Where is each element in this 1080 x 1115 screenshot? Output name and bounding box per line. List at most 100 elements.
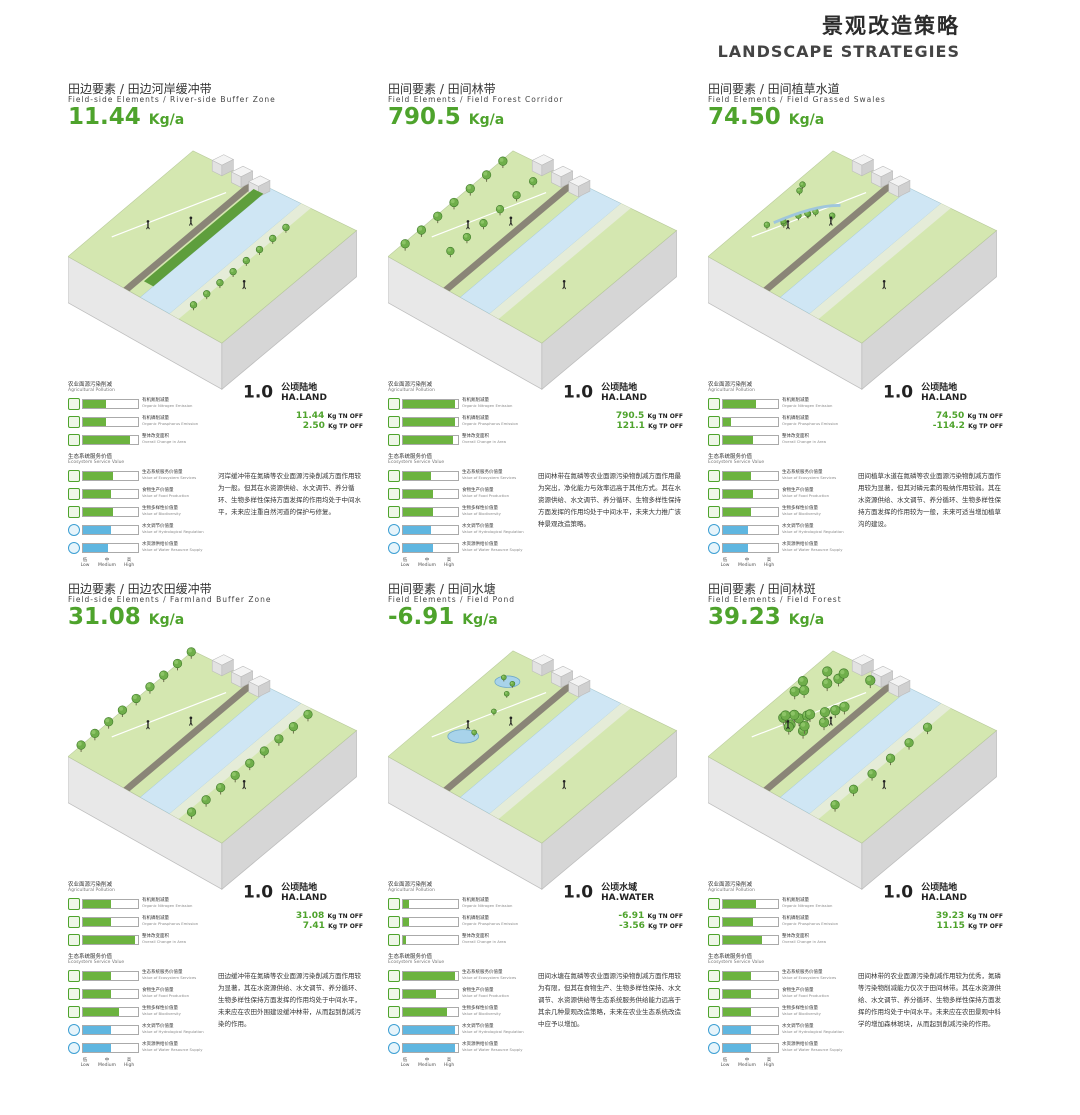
strategy-description: 田间水塘在氮磷等农业面源污染物削减方面作用较为有限，但其在食物生产、生物多样性保… xyxy=(538,972,681,1028)
panel-title: 田边要素 / 田边河岸缓冲带 xyxy=(68,82,212,96)
level-bar xyxy=(722,1007,779,1017)
reduction-unit: Kg/a xyxy=(788,112,825,128)
section-en: Agricultural Pollution xyxy=(388,388,435,393)
reduction-unit: Kg/a xyxy=(148,112,185,128)
eco-section-label: 生态系统服务价值 Ecosystem Service Value xyxy=(68,954,208,966)
tree-icon xyxy=(796,187,803,196)
reduction-value: 74.50 Kg/a xyxy=(708,104,824,130)
strategy-panel: 田边要素 / 田边农田缓冲带 Field-side Elements / Farm… xyxy=(68,580,398,1085)
tree-icon xyxy=(491,708,497,716)
tn-number: -6.91 xyxy=(618,911,645,921)
tn-value: 790.5 Kg TN OFF xyxy=(563,411,683,421)
level-bar xyxy=(402,971,459,981)
section-en: Agricultural Pollution xyxy=(388,888,435,893)
indicator-icon xyxy=(388,416,400,428)
scale-en: Medium xyxy=(418,563,436,568)
level-bar xyxy=(82,935,139,945)
level-bar-fill xyxy=(723,1044,751,1052)
reduction-value: 790.5 Kg/a xyxy=(388,104,504,130)
person-icon xyxy=(242,780,247,790)
area-cn: 公顷陆地 xyxy=(281,382,318,393)
person-icon xyxy=(466,220,470,230)
level-bar xyxy=(722,935,779,945)
indicator-row: 水文调节价值量 Value of Hydrological Regulation xyxy=(68,1023,208,1038)
scale-label: 高 High xyxy=(120,1058,138,1068)
area-en: HA.LAND xyxy=(601,392,647,403)
nutrient-values: 790.5 Kg TN OFF 121.1 Kg TP OFF xyxy=(563,411,683,431)
level-scale: 低 Low 中 Medium 高 High xyxy=(388,558,528,572)
tree-icon xyxy=(288,721,299,734)
tree-icon xyxy=(867,769,877,781)
level-bar xyxy=(82,1025,139,1035)
section-en: Ecosystem Service Value xyxy=(388,460,445,465)
indicator-row: 水文调节价值量 Value of Hydrological Regulation xyxy=(708,523,848,538)
section-en: Ecosystem Service Value xyxy=(68,960,125,965)
level-bar xyxy=(82,971,139,981)
tn-unit: Kg TN OFF xyxy=(967,413,1003,420)
area-unit: 1.0 公顷水域 HA.WATER xyxy=(563,882,654,903)
indicator-label-en: Value of Biodiversity xyxy=(782,511,821,516)
indicator-row: 整体改变面积 Overall Change in Area xyxy=(68,933,208,948)
indicator-row: 食物生产价值量 Value of Food Production xyxy=(68,487,208,502)
tree-icon xyxy=(904,738,914,750)
tree-icon xyxy=(145,682,155,694)
tree-icon xyxy=(104,717,114,729)
indicator-icon xyxy=(68,506,80,518)
indicator-chart: 农业面源污染削减 Agricultural Pollution 有机氮削减量 Orga… xyxy=(388,882,528,1072)
strategy-description: 田间植草水道在氮磷等农业面源污染物削减方面作用较为显著，但其对磷元素的吸纳作用较… xyxy=(858,472,1001,528)
indicator-label-cn: 食物生产价值量 xyxy=(782,988,814,993)
indicator-icon xyxy=(388,488,400,500)
indicator-icon xyxy=(68,1042,80,1054)
reduction-number: -6.91 xyxy=(388,604,455,630)
level-bar-fill xyxy=(403,1026,456,1034)
indicator-label-cn: 水文调节价值量 xyxy=(462,1024,494,1029)
level-bar-fill xyxy=(83,544,108,552)
scale-en: High xyxy=(763,1063,775,1068)
person-icon xyxy=(189,216,193,226)
level-bar-fill xyxy=(83,1026,111,1034)
indicator-icon xyxy=(68,1006,80,1018)
indicator-icon xyxy=(388,1024,400,1036)
indicator-label-en: Overall Change in Area xyxy=(782,439,826,444)
level-bar-fill xyxy=(83,508,114,516)
indicator-row: 有机磷削减量 Organic Phosphorus Emission xyxy=(388,415,528,430)
strategy-panel: 田间要素 / 田间林带 Field Elements / Field Forest… xyxy=(388,80,718,585)
level-bar xyxy=(82,489,139,499)
indicator-row: 整体改变面积 Overall Change in Area xyxy=(708,433,848,448)
level-bar-fill xyxy=(83,1008,119,1016)
indicator-row: 生态系统服务价值量 Value of Ecosystem Services xyxy=(708,469,848,484)
pond xyxy=(494,675,521,688)
indicator-label-cn: 食物生产价值量 xyxy=(142,488,174,493)
scale-en: Low xyxy=(720,1063,730,1068)
page-title-en: LANDSCAPE STRATEGIES xyxy=(717,42,960,61)
level-bar-fill xyxy=(723,972,751,980)
indicator-label-cn: 水资源供给价值量 xyxy=(782,1042,818,1047)
person-icon xyxy=(509,716,513,726)
scale-cn: 中 xyxy=(424,558,430,563)
scale-en: Medium xyxy=(98,1063,116,1068)
indicator-label-cn: 有机氮削减量 xyxy=(782,898,809,903)
panel-title: 田间要素 / 田间林斑 xyxy=(708,582,816,596)
river-bank xyxy=(809,203,951,319)
section-en: Agricultural Pollution xyxy=(708,388,755,393)
area-number: 1.0 xyxy=(883,882,914,903)
eco-section-label: 生态系统服务价值 Ecosystem Service Value xyxy=(388,954,528,966)
section-en: Agricultural Pollution xyxy=(708,888,755,893)
tree-icon xyxy=(216,279,224,289)
level-bar-fill xyxy=(723,544,748,552)
indicator-label-cn: 生物多样性价值量 xyxy=(782,506,818,511)
building-icon xyxy=(550,665,574,688)
indicator-icon xyxy=(388,398,400,410)
reduction-unit: Kg/a xyxy=(462,612,498,628)
section-cn: 农业面源污染削减 xyxy=(68,382,113,388)
level-bar xyxy=(82,917,139,927)
indicator-row: 有机磷削减量 Organic Phosphorus Emission xyxy=(68,415,208,430)
tree-icon xyxy=(822,678,833,692)
tp-value: -114.2 Kg TP OFF xyxy=(883,421,1003,431)
tree-icon xyxy=(495,205,505,216)
indicator-icon xyxy=(68,988,80,1000)
scale-en: High xyxy=(123,1063,135,1068)
indicator-row: 水资源供给价值量 Value of Water Resource Supply xyxy=(68,1041,208,1056)
tree-icon xyxy=(186,807,197,819)
scale-cn: 低 xyxy=(402,558,408,563)
